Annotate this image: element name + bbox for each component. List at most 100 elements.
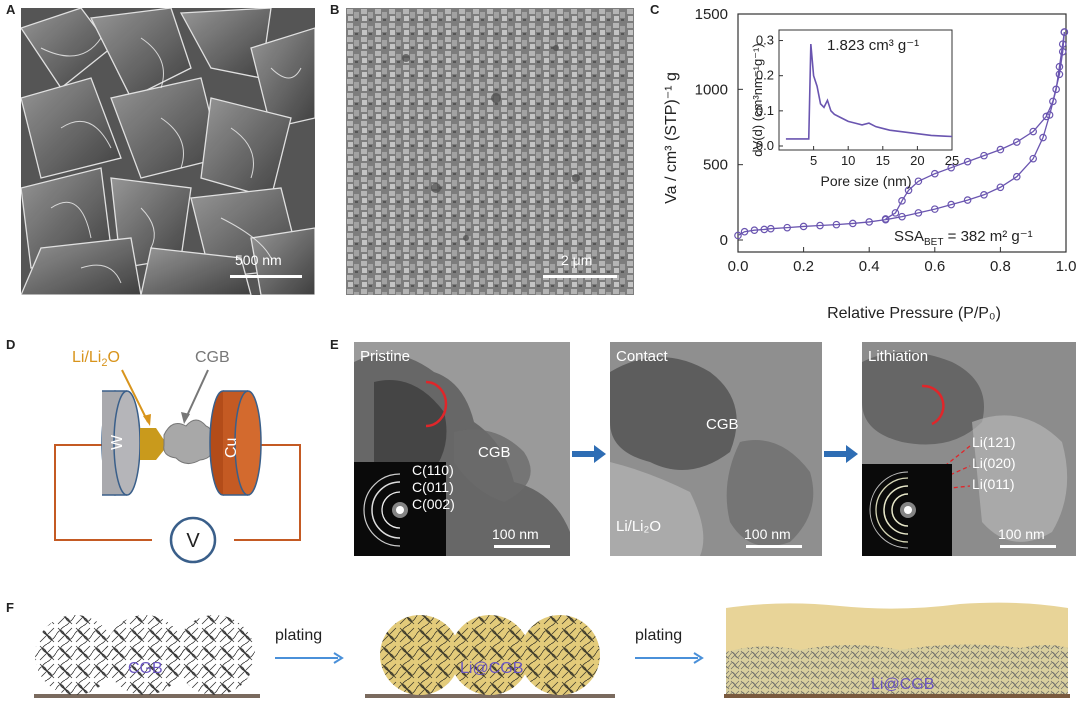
y-tick-label: 500 [703,157,728,174]
tem-contact-image: Contact CGB Li/Li₂O 100 nm [610,342,822,556]
isotherm-point [1029,154,1038,163]
isotherm-point [904,186,913,195]
x-tick-label: 0.2 [793,258,814,275]
arrow-right-icon [572,445,606,463]
cu-label: Cu [223,438,240,458]
voltmeter-icon [169,516,217,564]
cgb-label-f: CGB [128,660,163,677]
circuit-wire-left [54,444,152,541]
isotherm-point [1049,97,1057,106]
isotherm-point [832,220,841,229]
isotherm-point [816,221,824,230]
pristine-saed-pattern [354,462,446,556]
li-cgb-composite-layer [726,644,1068,694]
chart-x-axis-label: Relative Pressure (P/P₀) [827,305,1001,322]
lithiation-red-marker [921,384,945,426]
panel-b-sem-image: 2 μm [346,8,634,295]
panel-e-label: E [330,337,339,352]
li-cgb-label-1: Li@CGB [460,660,523,677]
plating-step-1: plating [275,627,322,644]
isotherm-axes: 0.0 0.2 0.4 0.6 0.8 1.0 0 500 1000 1500 [695,6,1077,275]
ring-label: Li(121) [972,434,1016,450]
li-cgb-cluster [380,615,600,695]
isotherm-point [1060,28,1069,36]
x-tick-label: 0.6 [924,258,945,275]
ring-label: C(110) [412,462,454,478]
isotherm-point [881,215,890,223]
inset-y-tick-label: 0.3 [756,33,774,48]
contact-scale-text: 100 nm [744,526,791,542]
inset-frame [778,29,953,151]
tem-pristine-image: Pristine CGB C(110) C(011) C(002) 100 nm [354,342,570,556]
inset-x-tick-label: 10 [841,153,855,168]
isotherm-point [996,183,1005,192]
isotherm-point [891,209,900,217]
lithiation-saed-pattern [862,464,952,556]
cgb-cluster [35,615,255,695]
isotherm-point [996,145,1005,154]
isotherm-point [849,219,857,228]
isotherm-point [750,226,759,235]
ring-label: Li(020) [972,455,1016,471]
isotherm-point [1012,138,1021,146]
panel-a-scale-bar [230,275,302,278]
inset-y-tick-label: 0.1 [756,103,774,118]
x-tick-label: 0.0 [728,258,749,275]
panel-b-scale-bar [543,275,617,278]
panel-a-sem-image: 500 nm [21,8,315,295]
chart-y-axis-label: Va / cm³ (STP)⁻¹ g [663,72,680,204]
pore-size-inset-line [785,43,953,140]
in-situ-tem-setup-schematic: V W Cu Li/Li2O CGB [54,349,301,564]
isotherm-point [1039,133,1047,142]
isotherm-point [865,218,874,226]
ring-label: Li(011) [972,476,1015,492]
x-tick-label: 0.4 [859,258,880,275]
isotherm-point [898,212,906,221]
panel-f-label: F [6,600,14,615]
lithiation-scale-bar [1000,545,1056,548]
y-tick-label: 1000 [695,81,728,98]
plating-step-2: plating [635,627,682,644]
circuit-wire-right [234,444,301,541]
isotherm-line [885,32,1066,220]
isotherm-point [898,197,906,205]
lithiation-ring-labels: Li(121) Li(020) Li(011) [972,432,1016,495]
isotherm-point [799,222,808,231]
pore-size-inset-axes: 5 10 15 20 25 0.0 0.1 0.2 0.3 [756,29,959,168]
contact-scale-bar [746,545,802,548]
contact-li2o-label: Li/Li₂O [616,518,662,535]
pristine-scale-bar [494,545,550,548]
panel-a-label: A [6,2,16,17]
pristine-ring-labels: C(110) C(011) C(002) [412,462,455,513]
y-tick-label: 1500 [695,6,728,23]
panel-b-label: B [330,2,340,17]
pristine-scale-text: 100 nm [492,526,539,542]
isotherm-point [980,191,988,199]
inset-x-tick-label: 20 [910,153,924,168]
ring-label: C(002) [412,496,455,512]
isotherm-point [1055,70,1064,79]
plot-frame [737,13,1067,253]
isotherm-point [930,169,939,178]
li-li2o-tip [140,428,164,460]
panel-c-label: C [650,2,660,17]
panel-d-label: D [6,337,16,352]
panel-b-scale-text: 2 μm [561,252,593,268]
sem-particle-texture [346,8,634,295]
sem-graphene-texture [21,8,315,295]
inset-y-axis-label: dV(d) (cm³nm⁻¹g⁻¹) [750,43,765,156]
cgb-schematic-label: CGB [195,349,230,366]
isotherm-point [930,205,939,213]
x-tick-label: 1.0 [1056,258,1077,275]
isotherm-point [1012,172,1021,181]
isotherm-point [914,177,923,186]
tem-lithiation-image: Lithiation Li(121) Li(020) Li(011) 100 n… [862,342,1076,556]
inset-x-axis-label: Pore size (nm) [820,173,911,189]
isotherm-point [783,223,792,232]
isotherm-point [1042,112,1051,121]
cgb-particle [163,419,213,464]
ssa-annotation: SSABET = 382 m² g⁻¹ [894,228,1033,248]
pristine-cgb-label: CGB [478,444,511,461]
li-cgb-label-2: Li@CGB [871,676,934,693]
w-label: W [109,434,126,450]
